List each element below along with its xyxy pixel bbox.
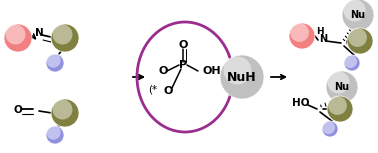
Text: N: N — [319, 34, 327, 44]
Circle shape — [322, 121, 338, 137]
Circle shape — [342, 0, 374, 31]
Circle shape — [46, 54, 64, 72]
Text: NuH: NuH — [227, 71, 257, 84]
Circle shape — [347, 28, 373, 54]
Circle shape — [326, 71, 358, 103]
Text: N: N — [35, 28, 43, 38]
Text: O: O — [178, 40, 188, 50]
Text: O: O — [163, 86, 173, 96]
Circle shape — [46, 126, 64, 144]
Text: Nu: Nu — [350, 10, 366, 20]
Circle shape — [51, 24, 79, 52]
Text: O: O — [158, 66, 168, 76]
Circle shape — [344, 55, 360, 71]
Point — [59, 108, 65, 110]
Point — [50, 59, 56, 62]
Text: OH: OH — [203, 66, 221, 76]
Point — [50, 131, 56, 134]
Point — [59, 33, 65, 35]
Circle shape — [4, 24, 32, 52]
Text: (*: (* — [149, 85, 158, 95]
Text: P: P — [179, 60, 187, 70]
Text: H: H — [316, 26, 324, 35]
Point — [347, 59, 353, 62]
Point — [351, 9, 357, 11]
Circle shape — [289, 23, 315, 49]
Circle shape — [51, 99, 79, 127]
Circle shape — [220, 55, 264, 99]
Point — [334, 104, 340, 106]
Point — [325, 125, 331, 128]
Text: HO: HO — [292, 98, 310, 108]
Text: O: O — [14, 105, 22, 115]
Point — [11, 33, 17, 35]
Point — [296, 31, 302, 33]
Circle shape — [327, 96, 353, 122]
Point — [335, 81, 341, 83]
Text: Nu: Nu — [335, 82, 350, 92]
Point — [354, 36, 360, 38]
Point — [234, 69, 240, 72]
